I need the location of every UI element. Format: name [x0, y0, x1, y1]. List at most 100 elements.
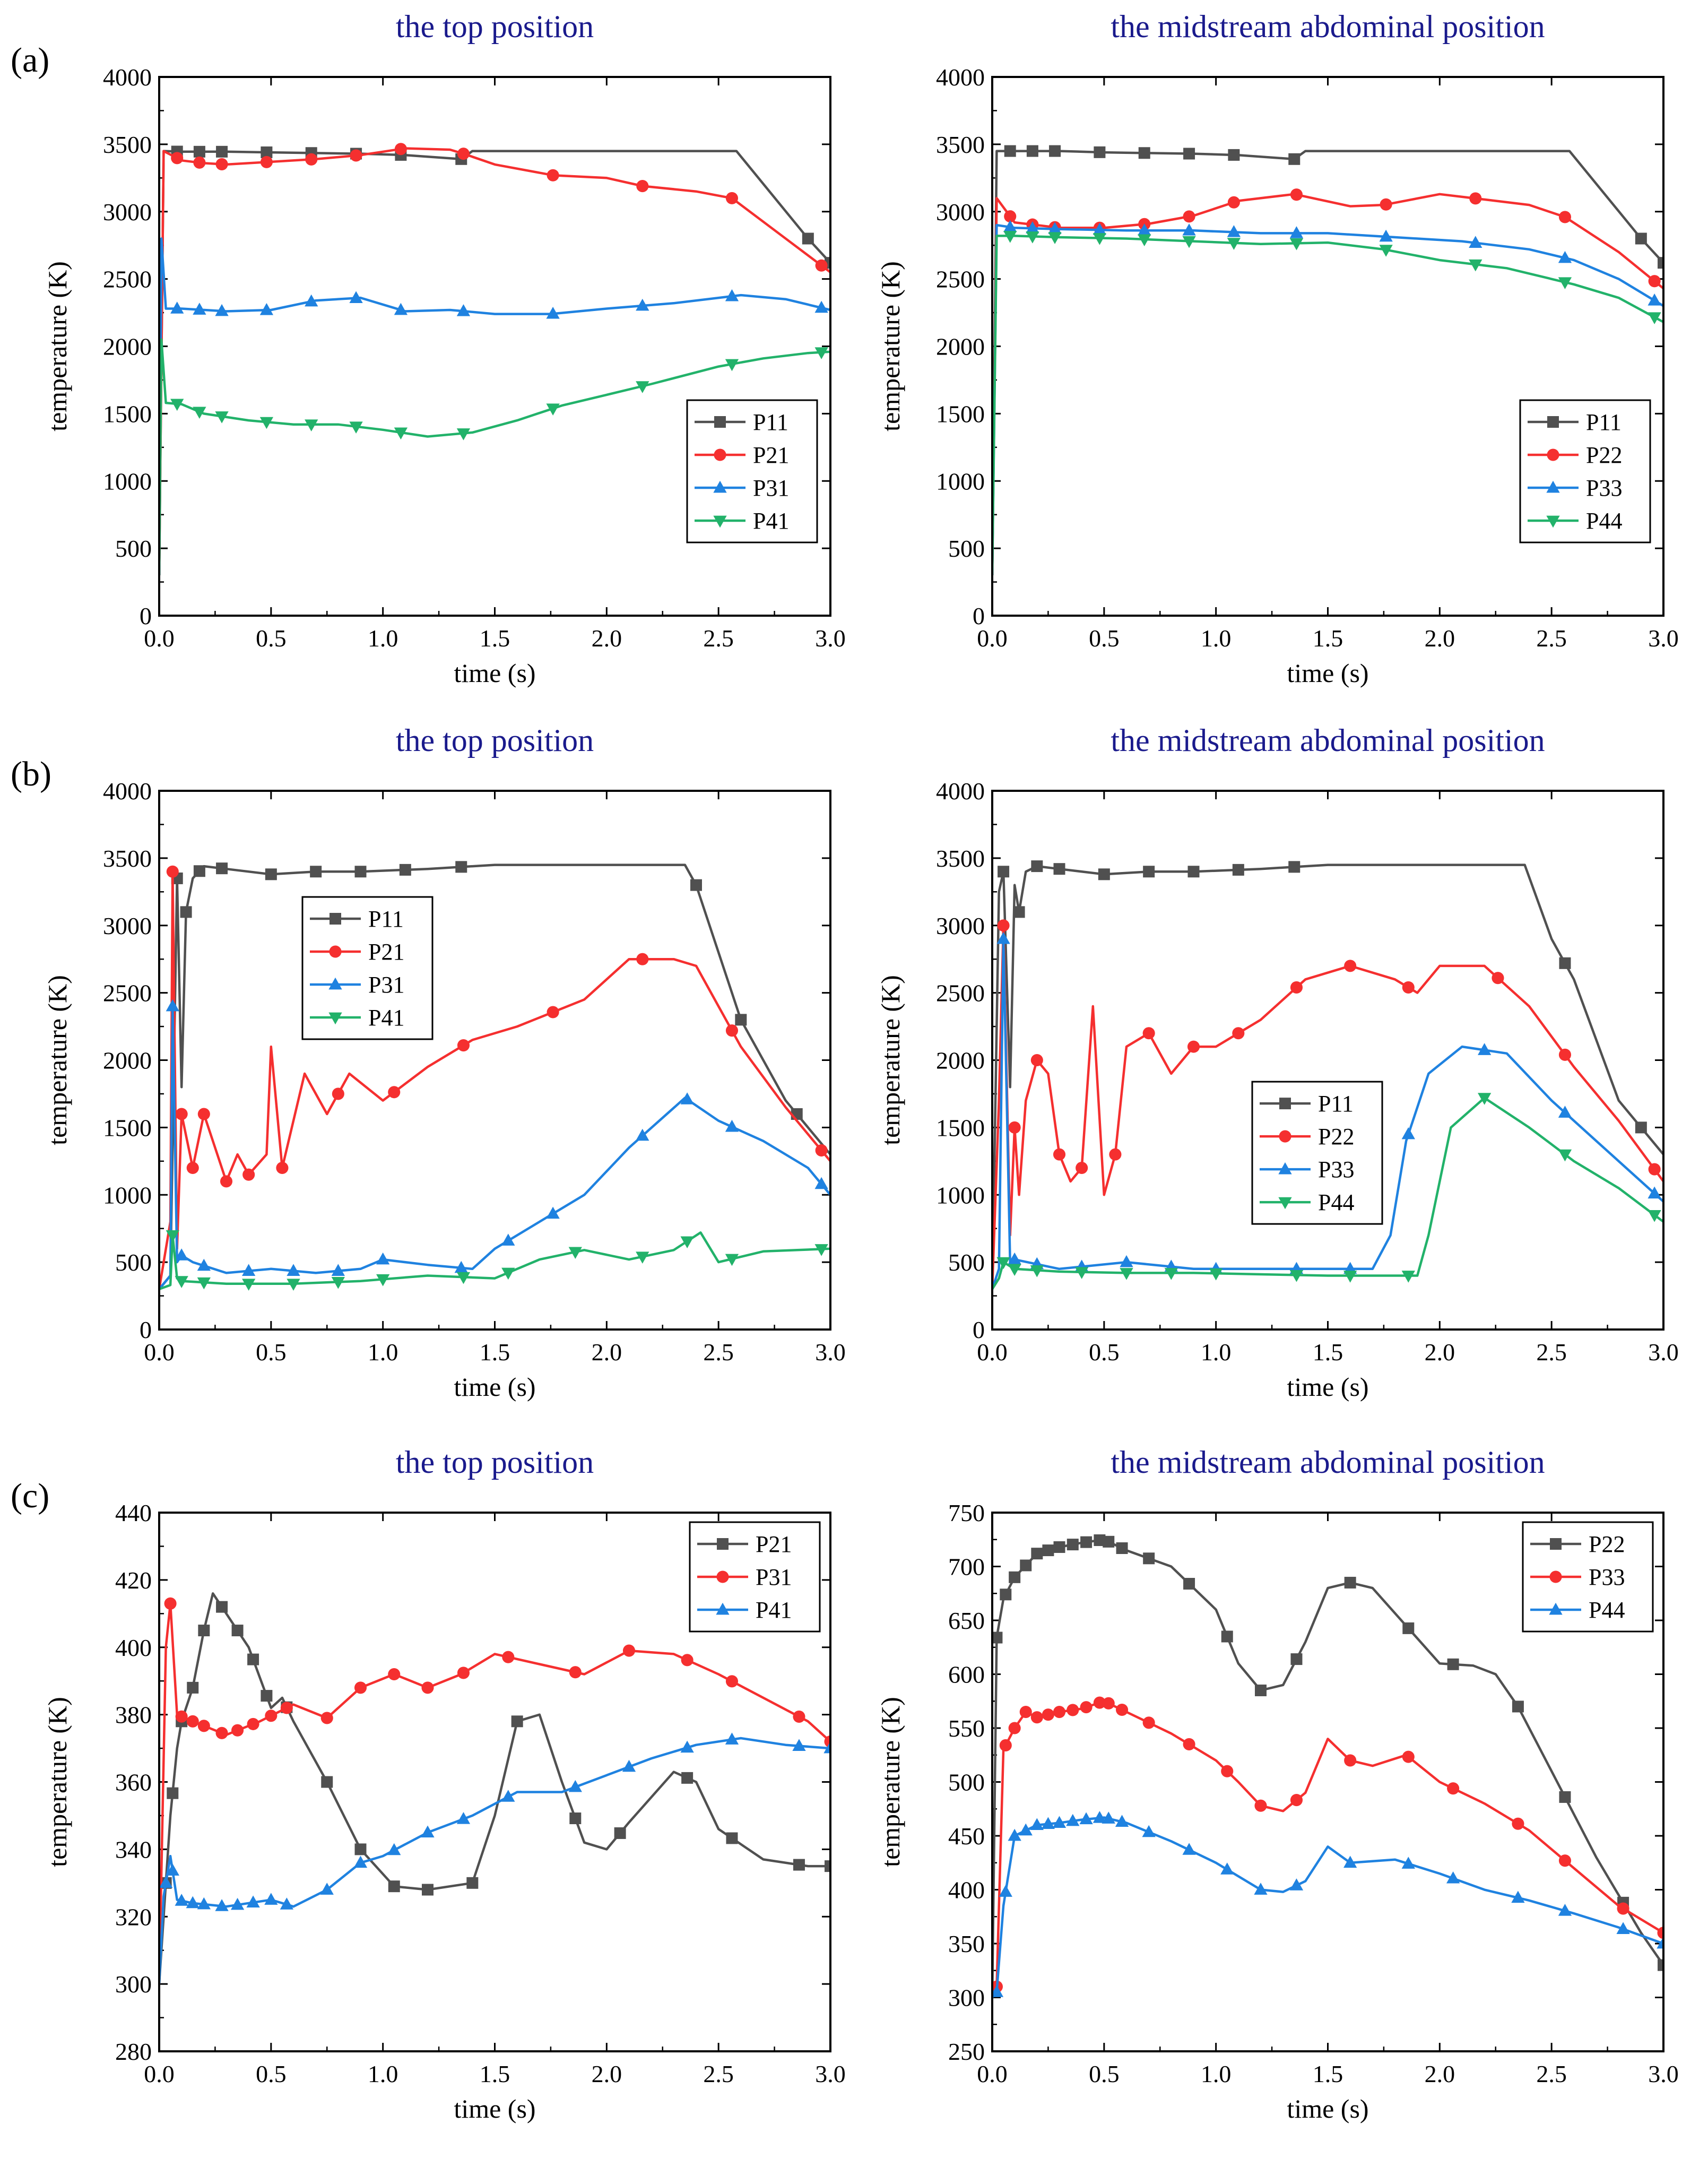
- data-point-P33: [1030, 1711, 1043, 1724]
- data-point-P11: [193, 865, 205, 877]
- series-group: [992, 145, 1663, 575]
- data-point-P41: [175, 1276, 188, 1288]
- y-tick-label: 250: [948, 2038, 985, 2065]
- data-point-P31: [680, 1092, 694, 1104]
- panel-label-b: (b): [11, 755, 51, 793]
- data-point-P44: [1093, 1811, 1107, 1823]
- data-point-P41: [166, 1230, 179, 1242]
- x-tick-label: 0.5: [256, 1339, 287, 1366]
- legend-label-P41: P41: [756, 1597, 792, 1623]
- data-point-P21: [388, 1086, 401, 1099]
- data-point-P31: [166, 999, 179, 1012]
- data-point-P31: [186, 1715, 199, 1728]
- data-point-P21: [276, 1161, 289, 1175]
- x-tick-label: 1.5: [1313, 625, 1343, 652]
- x-tick-label: 1.0: [368, 2060, 398, 2087]
- x-tick-label: 2.0: [592, 1339, 622, 1366]
- data-point-P31: [320, 1712, 333, 1724]
- data-point-P31: [394, 303, 408, 315]
- y-tick-label: 3500: [103, 845, 152, 872]
- data-point-P41: [725, 1254, 739, 1266]
- data-point-P11: [193, 145, 205, 158]
- data-point-P33: [1183, 1738, 1195, 1750]
- data-point-P11: [1635, 232, 1647, 245]
- data-point-P31: [814, 300, 828, 313]
- data-point-P21: [457, 1039, 470, 1052]
- data-point-P11: [1288, 153, 1300, 165]
- data-point-P33: [1008, 1722, 1021, 1734]
- data-point-P33: [1138, 223, 1151, 236]
- data-point-P11: [690, 879, 702, 891]
- x-axis-label: time (s): [1287, 2094, 1368, 2124]
- y-tick-label: 4000: [936, 64, 985, 91]
- data-point-P21: [247, 1653, 259, 1665]
- chart-title: the top position: [396, 723, 594, 758]
- data-point-P22: [1290, 981, 1303, 994]
- data-point-P21: [215, 158, 228, 170]
- data-point-P11: [180, 906, 192, 918]
- y-tick-label: 2000: [936, 333, 985, 360]
- data-point-P44: [1343, 1271, 1357, 1283]
- data-point-P44: [1379, 245, 1393, 257]
- series-line-P22: [992, 924, 1663, 1289]
- data-point-P31: [164, 1597, 177, 1610]
- x-tick-label: 2.5: [703, 625, 734, 652]
- data-point-P11: [1635, 1121, 1647, 1134]
- legend-marker-P11: [1279, 1098, 1291, 1110]
- data-point-P31: [421, 1681, 434, 1694]
- data-point-P21: [261, 1690, 273, 1702]
- data-point-P44: [1182, 236, 1196, 248]
- x-tick-label: 0.5: [1089, 1339, 1120, 1366]
- data-point-P44: [1648, 1210, 1661, 1222]
- data-point-P21: [187, 1681, 199, 1694]
- x-tick-label: 2.0: [1425, 625, 1455, 652]
- data-point-P11: [216, 862, 228, 875]
- data-point-P44: [1164, 1268, 1178, 1280]
- legend-label-P22: P22: [1318, 1124, 1354, 1150]
- x-tick-label: 0.0: [977, 2060, 1008, 2087]
- data-point-P41: [636, 381, 649, 393]
- data-point-P22: [1221, 1630, 1233, 1643]
- data-point-P33: [1042, 1708, 1054, 1721]
- data-point-P21: [793, 1859, 805, 1871]
- data-point-P41: [197, 1897, 211, 1910]
- data-point-P33: [1008, 1252, 1021, 1265]
- legend-marker-P21: [714, 448, 726, 461]
- legend-marker-P22: [1550, 1538, 1562, 1550]
- data-point-P22: [1380, 198, 1392, 211]
- data-point-P22: [1290, 1653, 1303, 1665]
- data-point-P22: [1076, 1161, 1088, 1175]
- data-point-P22: [1042, 1544, 1054, 1557]
- data-point-P33: [1512, 1817, 1524, 1830]
- data-point-P44: [1052, 1816, 1067, 1828]
- y-tick-label: 2000: [103, 333, 152, 360]
- data-point-P22: [1469, 192, 1482, 205]
- legend-marker-P11: [330, 913, 341, 925]
- data-point-P33: [1003, 220, 1017, 232]
- chart-1: the top position 0.0 0.5 1.0 1.5 2.0 2.5 3.0 0 50…: [42, 9, 846, 688]
- data-point-P22: [992, 1632, 1003, 1644]
- x-tick-label: 1.0: [368, 1339, 398, 1366]
- y-axis-label: temperature (K): [42, 1697, 72, 1867]
- x-tick-label: 1.0: [368, 625, 398, 652]
- data-point-P44: [992, 1985, 1004, 1997]
- plot-frame: [158, 790, 831, 1331]
- series-group: [159, 143, 830, 575]
- data-point-P22: [1080, 1536, 1093, 1548]
- x-tick-label: 2.5: [1536, 2060, 1567, 2087]
- x-tick-label: 2.5: [703, 1339, 734, 1366]
- legend-marker-P21: [717, 1538, 729, 1550]
- y-tick-label: 300: [115, 1971, 152, 1998]
- data-point-P11: [998, 866, 1010, 878]
- legend-marker-P41: [713, 515, 727, 528]
- y-tick-label: 2000: [103, 1047, 152, 1074]
- y-tick-label: 450: [948, 1823, 985, 1850]
- x-tick-label: 1.5: [1313, 1339, 1343, 1366]
- legend: P22 P33 P44: [1522, 1521, 1654, 1633]
- data-point-P22: [1559, 1791, 1571, 1803]
- data-point-P44: [1115, 1815, 1129, 1827]
- y-tick-label: 700: [948, 1553, 985, 1581]
- plot-frame: [991, 790, 1664, 1331]
- legend-marker-P31: [716, 1570, 729, 1583]
